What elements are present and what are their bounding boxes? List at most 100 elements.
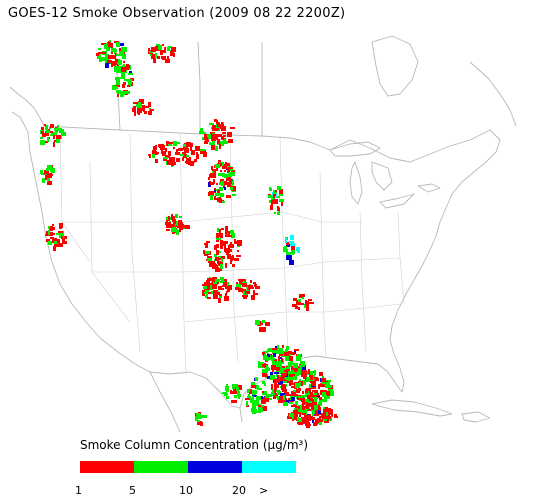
smoke-pixel [218, 286, 222, 290]
smoke-pixel [41, 127, 44, 130]
smoke-pixel [300, 361, 305, 364]
smoke-pixel [105, 60, 107, 65]
smoke-pixel [256, 385, 259, 389]
smoke-pixel [227, 254, 231, 259]
smoke-pixel [279, 370, 282, 374]
smoke-pixel [166, 229, 170, 231]
smoke-pixel [230, 260, 232, 264]
smoke-pixel [225, 231, 229, 233]
smoke-pixel [195, 146, 200, 151]
smoke-pixel [42, 133, 46, 137]
smoke-pixel [215, 279, 220, 282]
smoke-pixel [235, 384, 237, 386]
smoke-pixel [220, 193, 224, 197]
smoke-pixel [235, 384, 238, 389]
smoke-pixel [227, 168, 230, 173]
smoke-pixel [305, 300, 307, 305]
smoke-pixel [179, 228, 181, 232]
smoke-pixel [53, 246, 56, 251]
smoke-pixel [253, 293, 258, 295]
smoke-pixel [297, 418, 302, 422]
pacific-coastline [11, 111, 151, 373]
smoke-pixel [294, 349, 299, 351]
smoke-pixel [47, 182, 52, 185]
smoke-pixel [223, 135, 226, 137]
smoke-pixel [270, 372, 273, 377]
smoke-pixel [300, 303, 304, 305]
smoke-pixel [334, 414, 337, 417]
smoke-pixel [273, 199, 278, 204]
smoke-pixel [277, 196, 280, 198]
smoke-pixel [278, 356, 280, 361]
smoke-pixel [219, 187, 223, 191]
smoke-pixel [215, 268, 220, 272]
smoke-pixel [277, 186, 281, 190]
lake-michigan [349, 161, 363, 205]
smoke-pixel [200, 422, 203, 426]
smoke-pixel [227, 235, 232, 237]
smoke-pixel [171, 163, 174, 166]
smoke-pixel [221, 258, 223, 262]
smoke-pixel [242, 283, 247, 287]
smoke-pixel [271, 355, 274, 359]
smoke-pixel [292, 370, 294, 374]
smoke-pixel [105, 54, 109, 58]
smoke-pixel [148, 102, 151, 107]
smoke-pixel [216, 240, 219, 242]
smoke-pixel [214, 248, 217, 250]
lake-huron [371, 161, 393, 191]
smoke-pixel [123, 69, 125, 71]
smoke-pixel [268, 356, 271, 360]
smoke-pixel [265, 322, 270, 326]
smoke-pixel [225, 226, 228, 231]
smoke-pixel [238, 288, 242, 292]
smoke-pixel [50, 237, 54, 239]
smoke-pixel [182, 152, 186, 155]
smoke-pixel [212, 262, 214, 267]
smoke-pixel [102, 57, 106, 61]
smoke-pixel [301, 398, 305, 402]
smoke-pixel [212, 171, 214, 173]
smoke-pixel [225, 232, 230, 237]
smoke-pixel [62, 241, 67, 244]
smoke-pixel [228, 232, 230, 236]
smoke-pixel [288, 351, 292, 354]
smoke-pixel [222, 201, 225, 203]
smoke-pixel [96, 53, 99, 56]
smoke-pixel [236, 284, 241, 287]
smoke-pixel [207, 278, 209, 281]
smoke-pixel [148, 48, 150, 52]
smoke-pixel [61, 236, 63, 239]
smoke-pixel [153, 152, 158, 155]
smoke-pixel [206, 286, 210, 290]
smoke-pixel [281, 385, 286, 390]
smoke-pixel [137, 110, 139, 114]
smoke-pixel [245, 291, 250, 294]
smoke-pixel [274, 384, 279, 388]
smoke-pixel [296, 356, 301, 361]
smoke-pixel [256, 396, 261, 400]
smoke-pixel [41, 131, 44, 134]
smoke-pixel [289, 356, 293, 361]
smoke-pixel [257, 388, 262, 390]
smoke-pixel [204, 132, 206, 134]
smoke-pixel [291, 397, 295, 401]
smoke-pixel [208, 192, 213, 196]
smoke-pixel [302, 413, 306, 415]
smoke-pixel [166, 219, 168, 223]
smoke-pixel [251, 410, 256, 412]
smoke-pixel [218, 174, 222, 176]
smoke-pixel [196, 154, 199, 159]
smoke-pixel [288, 377, 292, 381]
smoke-pixel [207, 134, 211, 139]
smoke-pixel [255, 404, 258, 406]
smoke-pixel [213, 290, 218, 294]
smoke-pixel [282, 345, 284, 348]
smoke-pixel [163, 157, 168, 159]
smoke-pixel [166, 141, 169, 146]
smoke-pixel [40, 170, 43, 174]
smoke-pixel [262, 391, 264, 393]
smoke-pixel [284, 246, 287, 249]
smoke-pixel [318, 384, 320, 389]
smoke-pixel [152, 150, 155, 154]
